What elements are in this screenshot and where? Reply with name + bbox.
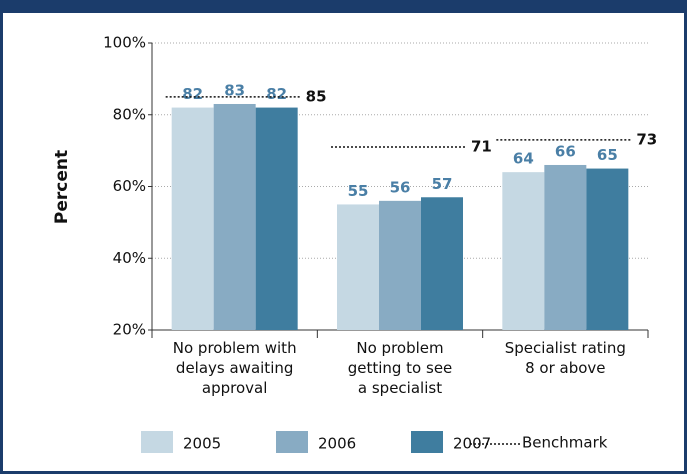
x-tick-label: No problem with delays awaiting approval (173, 339, 297, 397)
benchmark-label: 71 (471, 138, 492, 156)
legend-swatch (411, 431, 443, 453)
y-tick-label: 20% (113, 321, 146, 339)
bar (421, 197, 463, 330)
y-tick-label: 40% (113, 249, 146, 267)
bar (213, 103, 256, 330)
bar (502, 172, 545, 330)
bar (379, 200, 421, 330)
value-label: 83 (224, 81, 245, 99)
benchmark-label: 85 (306, 87, 327, 105)
legend-label: 2007 (453, 435, 491, 453)
y-tick-label: 100% (103, 34, 146, 52)
y-tick-label: 60% (113, 177, 146, 195)
bar (586, 168, 629, 330)
value-label: 65 (597, 146, 618, 164)
y-tick-label: 80% (113, 105, 146, 123)
value-label: 82 (182, 85, 203, 103)
value-label: 56 (390, 178, 411, 196)
bar (337, 204, 379, 330)
value-label: 82 (266, 85, 287, 103)
x-tick-label: Specialist rating 8 or above (505, 339, 626, 377)
value-label: 55 (348, 182, 369, 200)
legend-label: 2006 (318, 435, 356, 453)
value-label: 57 (432, 175, 453, 193)
legend-label: 2005 (183, 435, 221, 453)
benchmark-label: 73 (636, 130, 657, 148)
value-label: 66 (555, 142, 576, 160)
bar (171, 107, 214, 330)
bar (255, 107, 298, 330)
legend-swatch (141, 431, 173, 453)
legend-swatch (276, 431, 308, 453)
bar (544, 164, 587, 330)
y-axis-label: Percent (52, 150, 72, 224)
legend-label: Benchmark (522, 434, 608, 452)
x-tick-label: No problem getting to see a specialist (348, 339, 453, 397)
value-label: 64 (513, 150, 534, 168)
